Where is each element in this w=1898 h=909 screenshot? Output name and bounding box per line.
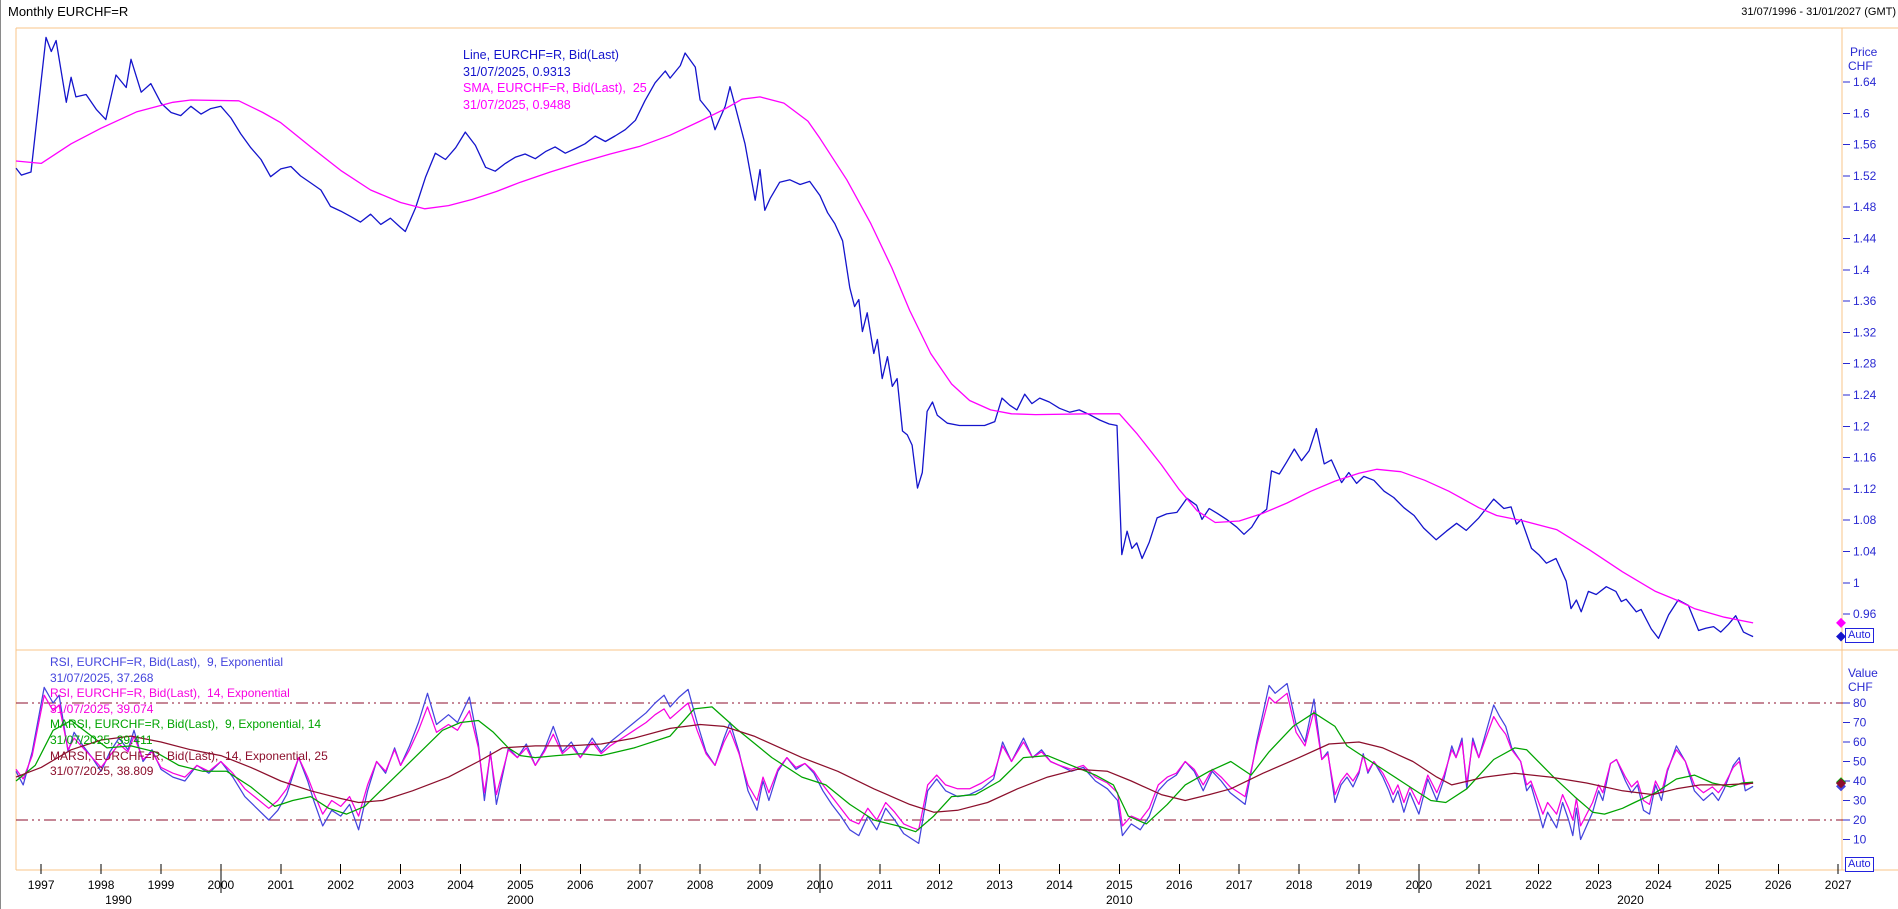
price-tick-label: 1.32 — [1853, 325, 1877, 339]
price-axis-auto-button[interactable]: Auto — [1845, 628, 1874, 643]
year-label: 2018 — [1286, 878, 1313, 892]
chart-title: Monthly EURCHF=R — [8, 4, 129, 19]
year-label: 2027 — [1825, 878, 1852, 892]
price-tick-label: 1.48 — [1853, 200, 1877, 214]
decade-label: 2000 — [507, 893, 534, 907]
legend-row: MARSI, EURCHF=R, Bid(Last), 14, Exponent… — [50, 748, 328, 763]
value-tick-label: 30 — [1853, 794, 1867, 808]
legend-row: RSI, EURCHF=R, Bid(Last), 9, Exponential — [50, 655, 284, 669]
legend-row: MARSI, EURCHF=R, Bid(Last), 9, Exponenti… — [50, 717, 322, 732]
year-label: 2008 — [687, 878, 714, 892]
year-label: 2009 — [747, 878, 774, 892]
value-tick-label: 20 — [1853, 813, 1867, 827]
decade-label: 2020 — [1617, 893, 1644, 907]
year-label: 2011 — [867, 878, 893, 892]
legend-row: SMA, EURCHF=R, Bid(Last), 25 — [463, 81, 647, 95]
rsi14-line — [15, 692, 1754, 831]
year-label: 1999 — [148, 878, 175, 892]
value-tick-label: 10 — [1853, 833, 1867, 847]
price-panel-legend: Line, EURCHF=R, Bid(Last) 31/07/2025, 0.9… — [463, 47, 647, 113]
price-tick-label: 1.04 — [1853, 545, 1877, 559]
price-tick-label: 1.08 — [1853, 513, 1877, 527]
value-axis-title: CHF — [1848, 680, 1873, 694]
decade-label: 1990 — [105, 893, 132, 907]
year-label: 2007 — [627, 878, 654, 892]
price-tick-label: 1.56 — [1853, 138, 1877, 152]
price-tick-label: 1.12 — [1853, 482, 1877, 496]
year-label: 2002 — [327, 878, 354, 892]
year-label: 2015 — [1106, 878, 1133, 892]
price-tick-label: 1.36 — [1853, 294, 1877, 308]
year-label: 2004 — [447, 878, 474, 892]
price-tick-label: 0.96 — [1853, 607, 1877, 621]
year-label: 1997 — [28, 878, 55, 892]
decade-label: 2010 — [1106, 893, 1133, 907]
legend-row: RSI, EURCHF=R, Bid(Last), 14, Exponentia… — [50, 686, 290, 701]
legend-row: 31/07/2025, 39.411 — [50, 732, 153, 747]
value-tick-label: 70 — [1853, 716, 1867, 730]
price-tick-label: 1.52 — [1853, 169, 1877, 183]
year-label: 2013 — [986, 878, 1013, 892]
value-tick-label: 80 — [1853, 696, 1867, 710]
year-label: 2021 — [1465, 878, 1492, 892]
year-label: 2006 — [567, 878, 594, 892]
price-axis-title: CHF — [1848, 59, 1873, 73]
price-tick-label: 1.6 — [1853, 106, 1870, 120]
year-label: 2001 — [267, 878, 294, 892]
year-label: 2022 — [1525, 878, 1552, 892]
price-tick-label: 1.4 — [1853, 263, 1870, 277]
rsi-panel-legend: RSI, EURCHF=R, Bid(Last), 9, Exponential… — [50, 655, 328, 780]
marsi14-line — [15, 723, 1754, 813]
price-tick-label: 1.28 — [1853, 357, 1877, 371]
year-label: 2003 — [387, 878, 414, 892]
price-tick-label: 1.44 — [1853, 232, 1877, 246]
price-tick-label: 1.16 — [1853, 451, 1877, 465]
price-tick-label: 1 — [1853, 576, 1860, 590]
rsi9-line — [15, 682, 1754, 845]
current-value-marker — [1836, 631, 1846, 642]
year-label: 2005 — [507, 878, 534, 892]
legend-row: 31/07/2025, 38.809 — [50, 764, 154, 779]
price-tick-label: 1.64 — [1853, 75, 1877, 89]
year-label: 2016 — [1166, 878, 1193, 892]
title-bar: Monthly EURCHF=R 31/07/1996 - 31/01/2027… — [1, 0, 1898, 24]
value-tick-label: 40 — [1853, 774, 1867, 788]
value-axis-auto-button[interactable]: Auto — [1845, 857, 1874, 872]
legend-row: 31/07/2025, 0.9313 — [463, 64, 571, 79]
current-value-marker — [1836, 617, 1846, 628]
value-axis-title: Value — [1848, 666, 1878, 680]
sma-line — [15, 96, 1754, 624]
price-line — [15, 36, 1754, 640]
price-axis-title: Price — [1850, 45, 1878, 59]
legend-row: Line, EURCHF=R, Bid(Last) — [463, 48, 619, 62]
current-value-marker — [1836, 778, 1846, 789]
price-tick-label: 1.24 — [1853, 388, 1877, 402]
legend-row: 31/07/2025, 0.9488 — [463, 97, 571, 112]
price-tick-label: 1.2 — [1853, 419, 1870, 433]
value-tick-label: 50 — [1853, 755, 1867, 769]
year-label: 2019 — [1346, 878, 1373, 892]
year-label: 2017 — [1226, 878, 1253, 892]
marsi9-line — [15, 706, 1754, 833]
legend-row: 31/07/2025, 39.074 — [50, 701, 154, 716]
year-label: 2026 — [1765, 878, 1792, 892]
value-tick-label: 60 — [1853, 735, 1867, 749]
year-label: 2025 — [1705, 878, 1732, 892]
year-label: 2012 — [926, 878, 953, 892]
year-label: 2014 — [1046, 878, 1073, 892]
year-label: 2024 — [1645, 878, 1672, 892]
legend-row: 31/07/2025, 37.268 — [50, 670, 154, 685]
year-label: 2023 — [1585, 878, 1612, 892]
year-label: 1998 — [88, 878, 115, 892]
date-range-label: 31/07/1996 - 31/01/2027 (GMT) — [1741, 6, 1896, 18]
